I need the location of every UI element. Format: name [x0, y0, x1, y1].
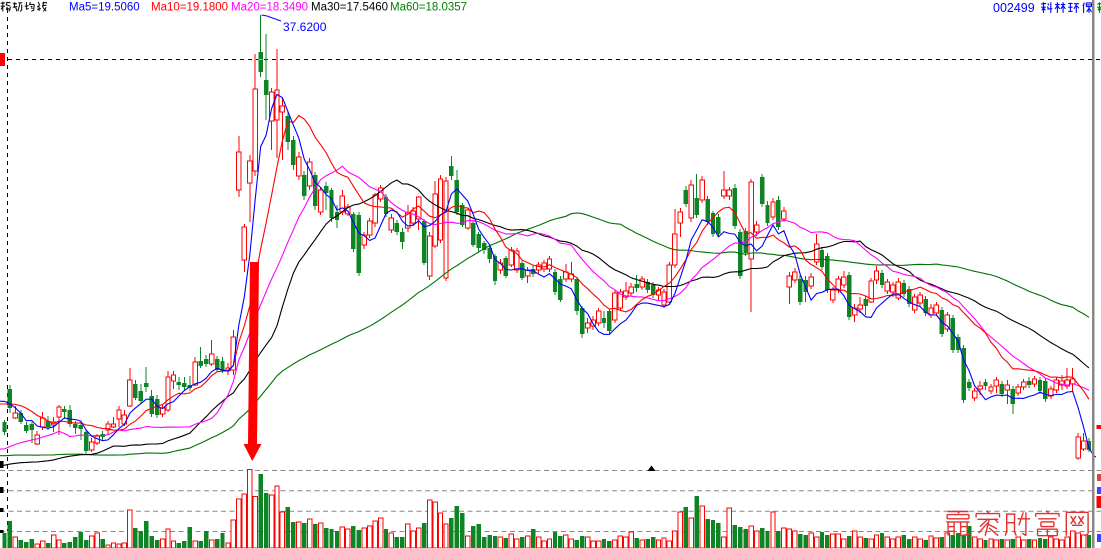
svg-text:Ma30=17.5460: Ma30=17.5460 — [311, 2, 388, 14]
svg-text:Ma5=19.5060: Ma5=19.5060 — [69, 2, 140, 14]
svg-text:Ma60=18.0357: Ma60=18.0357 — [390, 2, 467, 14]
svg-text:Ma20=18.3490: Ma20=18.3490 — [231, 2, 308, 14]
svg-text:Ma10=19.1800: Ma10=19.1800 — [151, 2, 228, 14]
svg-text:002499: 002499 — [993, 1, 1035, 15]
svg-text:37.6200: 37.6200 — [283, 20, 327, 34]
